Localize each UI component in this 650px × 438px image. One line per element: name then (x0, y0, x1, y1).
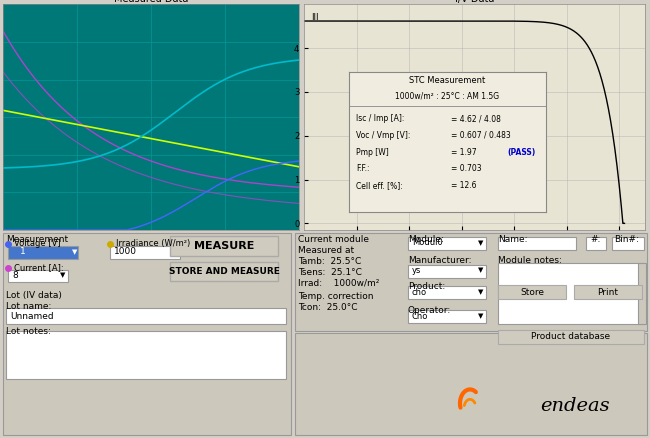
FancyBboxPatch shape (408, 237, 486, 250)
Text: Print: Print (597, 288, 619, 297)
Text: Manufacturer:: Manufacturer: (408, 256, 471, 265)
Text: ▼: ▼ (478, 240, 484, 246)
Text: endeas: endeas (540, 397, 610, 415)
Text: Measured at: Measured at (298, 246, 354, 255)
Text: Product database: Product database (532, 332, 610, 342)
Text: III: III (311, 14, 318, 22)
Text: Cho: Cho (412, 312, 428, 321)
Text: 8: 8 (12, 271, 18, 280)
Text: Tcon:  25.0°C: Tcon: 25.0°C (298, 303, 358, 312)
Text: Lot name:: Lot name: (6, 302, 51, 311)
Title: I/V Data: I/V Data (455, 0, 495, 4)
Title: Measured Data: Measured Data (114, 0, 188, 4)
FancyBboxPatch shape (170, 236, 278, 256)
Text: Operator:: Operator: (408, 306, 451, 315)
Text: ▼: ▼ (478, 313, 484, 319)
FancyBboxPatch shape (6, 331, 286, 378)
FancyBboxPatch shape (498, 237, 576, 250)
FancyBboxPatch shape (8, 269, 68, 283)
Text: Name:: Name: (498, 235, 528, 244)
FancyBboxPatch shape (498, 286, 566, 299)
FancyBboxPatch shape (498, 330, 644, 344)
Text: 1000: 1000 (114, 247, 137, 256)
FancyBboxPatch shape (295, 233, 647, 331)
Text: Voltage [V]: Voltage [V] (14, 239, 60, 248)
Text: STORE AND MEASURE: STORE AND MEASURE (168, 267, 280, 276)
Text: Module:: Module: (408, 235, 444, 244)
FancyBboxPatch shape (110, 246, 180, 259)
FancyBboxPatch shape (408, 286, 486, 299)
Text: Irradiance (W/m²): Irradiance (W/m²) (116, 239, 190, 248)
Text: cho: cho (412, 288, 427, 297)
FancyBboxPatch shape (638, 263, 646, 324)
FancyBboxPatch shape (586, 237, 606, 250)
Text: [V]: [V] (624, 259, 638, 269)
Text: Unnamed: Unnamed (10, 312, 53, 321)
Text: Tsens:  25.1°C: Tsens: 25.1°C (298, 268, 362, 277)
FancyBboxPatch shape (612, 237, 644, 250)
FancyBboxPatch shape (170, 261, 278, 282)
FancyBboxPatch shape (295, 333, 647, 435)
Text: Modul0: Modul0 (412, 238, 443, 247)
Text: Lot (IV data): Lot (IV data) (6, 291, 62, 300)
Text: Current [A]:: Current [A]: (14, 263, 64, 272)
Text: #:: #: (590, 235, 601, 244)
Text: Current module: Current module (298, 235, 369, 244)
Text: ▼: ▼ (478, 268, 484, 274)
Text: ▼: ▼ (72, 249, 77, 255)
FancyBboxPatch shape (408, 265, 486, 278)
Text: Store: Store (520, 288, 544, 297)
Text: Irrad:    1000w/m²: Irrad: 1000w/m² (298, 279, 380, 287)
Text: Module notes:: Module notes: (498, 256, 562, 265)
Text: Measurement: Measurement (6, 235, 68, 244)
Text: Bin#:: Bin#: (614, 235, 639, 244)
Text: Product:: Product: (408, 283, 445, 291)
FancyBboxPatch shape (408, 310, 486, 323)
FancyBboxPatch shape (574, 286, 642, 299)
Text: Tamb:  25.5°C: Tamb: 25.5°C (298, 257, 361, 266)
FancyBboxPatch shape (6, 308, 286, 324)
Text: MEASURE: MEASURE (194, 241, 254, 251)
Text: ys: ys (412, 266, 421, 275)
Text: 1: 1 (20, 247, 26, 256)
Text: Temp. correction: Temp. correction (298, 293, 374, 301)
Text: ▼: ▼ (478, 290, 484, 295)
FancyBboxPatch shape (8, 246, 78, 259)
Text: ▼: ▼ (60, 272, 66, 279)
FancyBboxPatch shape (3, 233, 291, 435)
Text: Lot notes:: Lot notes: (6, 327, 51, 336)
FancyBboxPatch shape (498, 263, 644, 324)
